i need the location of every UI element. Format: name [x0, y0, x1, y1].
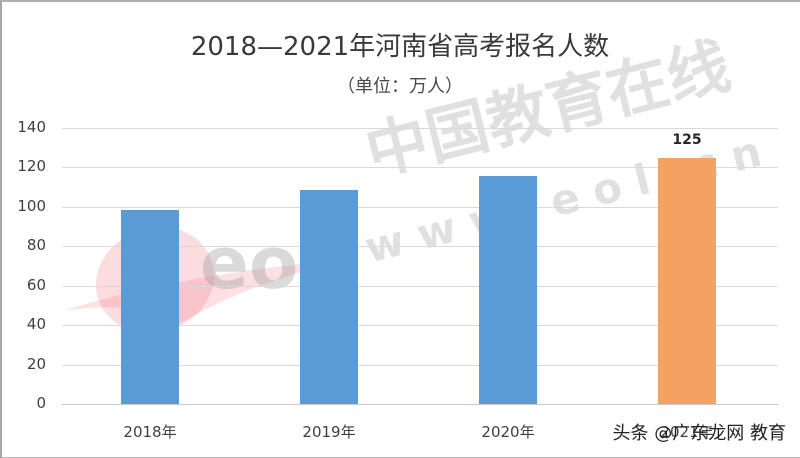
chart-title: 2018—2021年河南省高考报名人数 — [190, 32, 610, 62]
gridline — [62, 285, 778, 287]
y-tick-label: 60 — [26, 275, 46, 294]
y-tick-label: 0 — [36, 394, 46, 412]
x-tick-label: 2020年 — [481, 423, 535, 441]
gridline — [62, 128, 778, 129]
data-label: 125 — [672, 131, 702, 148]
footer-source: 头条 @广东龙网 教育 — [612, 423, 786, 444]
bar-2020年 — [479, 175, 537, 404]
bar-2019年 — [300, 189, 358, 404]
bar-2021年 — [658, 157, 716, 404]
y-tick-label: 140 — [17, 118, 46, 136]
x-tick-label: 2019年 — [302, 423, 356, 441]
chart-subtitle: （单位：万人） — [337, 76, 463, 97]
bar-2018年 — [121, 210, 179, 404]
plot-area — [62, 128, 778, 405]
x-tick-label: 2021年 — [660, 423, 714, 441]
y-tick-label: 20 — [26, 354, 46, 373]
x-tick-label: 2018年 — [123, 423, 177, 441]
gridline — [62, 364, 778, 366]
gridline — [62, 206, 778, 208]
gridline — [62, 167, 778, 169]
y-tick-label: 40 — [26, 315, 46, 334]
gridline — [62, 325, 778, 327]
y-tick-label: 80 — [26, 236, 46, 255]
y-tick-label: 120 — [17, 157, 46, 176]
gridline — [62, 404, 778, 405]
y-tick-label: 100 — [17, 196, 46, 215]
gridline — [62, 246, 778, 248]
